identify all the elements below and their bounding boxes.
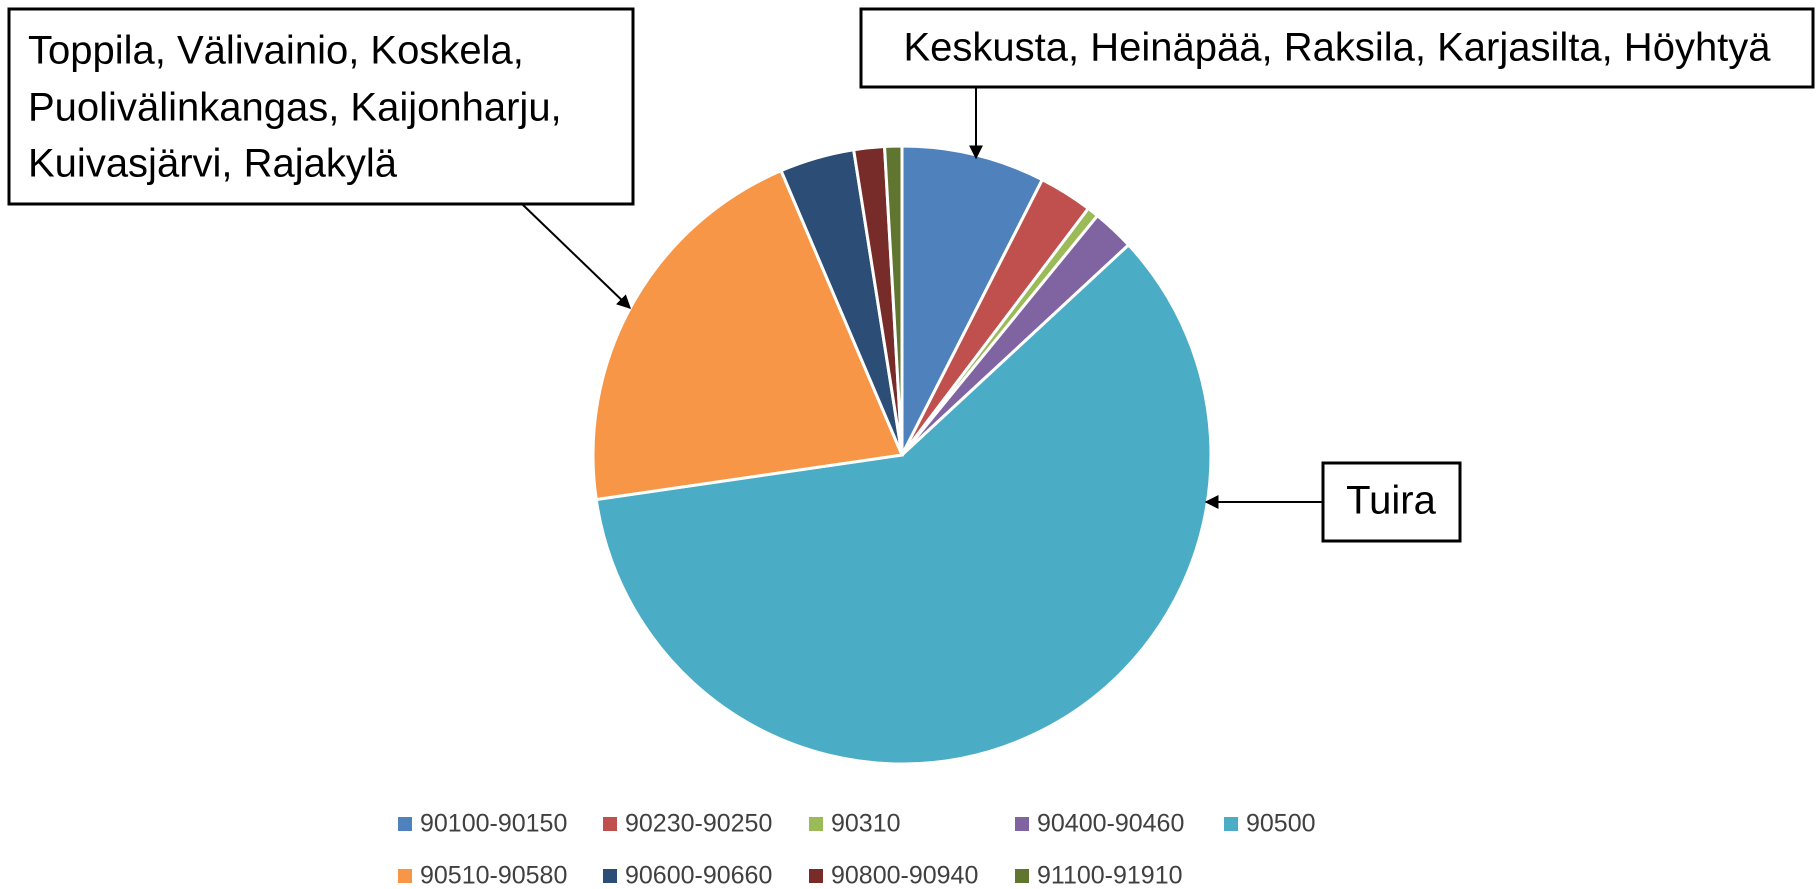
- annotation-text: Keskusta, Heinäpää, Raksila, Karjasilta,…: [903, 26, 1771, 70]
- legend-swatch: [1015, 869, 1029, 883]
- pie-slice: [591, 168, 905, 502]
- annotation: Toppila, Välivainio, Koskela, Puolivälin…: [7, 7, 635, 309]
- legend-label: 90510-90580: [420, 862, 567, 889]
- legend-swatch: [809, 869, 823, 883]
- legend-swatch: [603, 817, 617, 831]
- legend-label: 90800-90940: [831, 862, 978, 889]
- annotation-text: Kuivasjärvi, Rajakylä: [28, 142, 398, 186]
- legend-label: 90310: [831, 810, 901, 838]
- pie-slice: [594, 242, 1213, 766]
- annotation-box: [7, 7, 635, 206]
- legend-label: 90400-90460: [1037, 810, 1184, 838]
- annotation-text: Toppila, Välivainio, Koskela,: [28, 29, 524, 73]
- legend-label: 90500: [1246, 810, 1316, 838]
- pie-slice: [882, 144, 904, 456]
- legend-label: 91100-91910: [1037, 862, 1183, 889]
- annotation: Tuira: [1204, 461, 1462, 543]
- legend-swatch: [809, 817, 823, 831]
- annotation-box: [1321, 461, 1462, 543]
- annotation-text: Tuira: [1346, 479, 1436, 523]
- pie: [591, 144, 1213, 766]
- arrow: [521, 203, 632, 309]
- legend-swatch: [1224, 817, 1238, 831]
- legend: 90100-90150 90230-90250 90310 90400-90460 90…: [398, 810, 1316, 889]
- annotation: Keskusta, Heinäpää, Raksila, Karjasilta,…: [859, 7, 1815, 160]
- annotation-box: [859, 7, 1815, 89]
- legend-swatch: [398, 817, 412, 831]
- legend-label: 90100-90150: [420, 810, 567, 838]
- legend-swatch: [603, 869, 617, 883]
- legend-swatch: [398, 869, 412, 883]
- legend-label: 90600-90660: [625, 862, 772, 889]
- annotation-text: Puolivälinkangas, Kaijonharju,: [28, 86, 562, 130]
- legend-swatch: [1015, 817, 1029, 831]
- legend-label: 90230-90250: [625, 810, 772, 838]
